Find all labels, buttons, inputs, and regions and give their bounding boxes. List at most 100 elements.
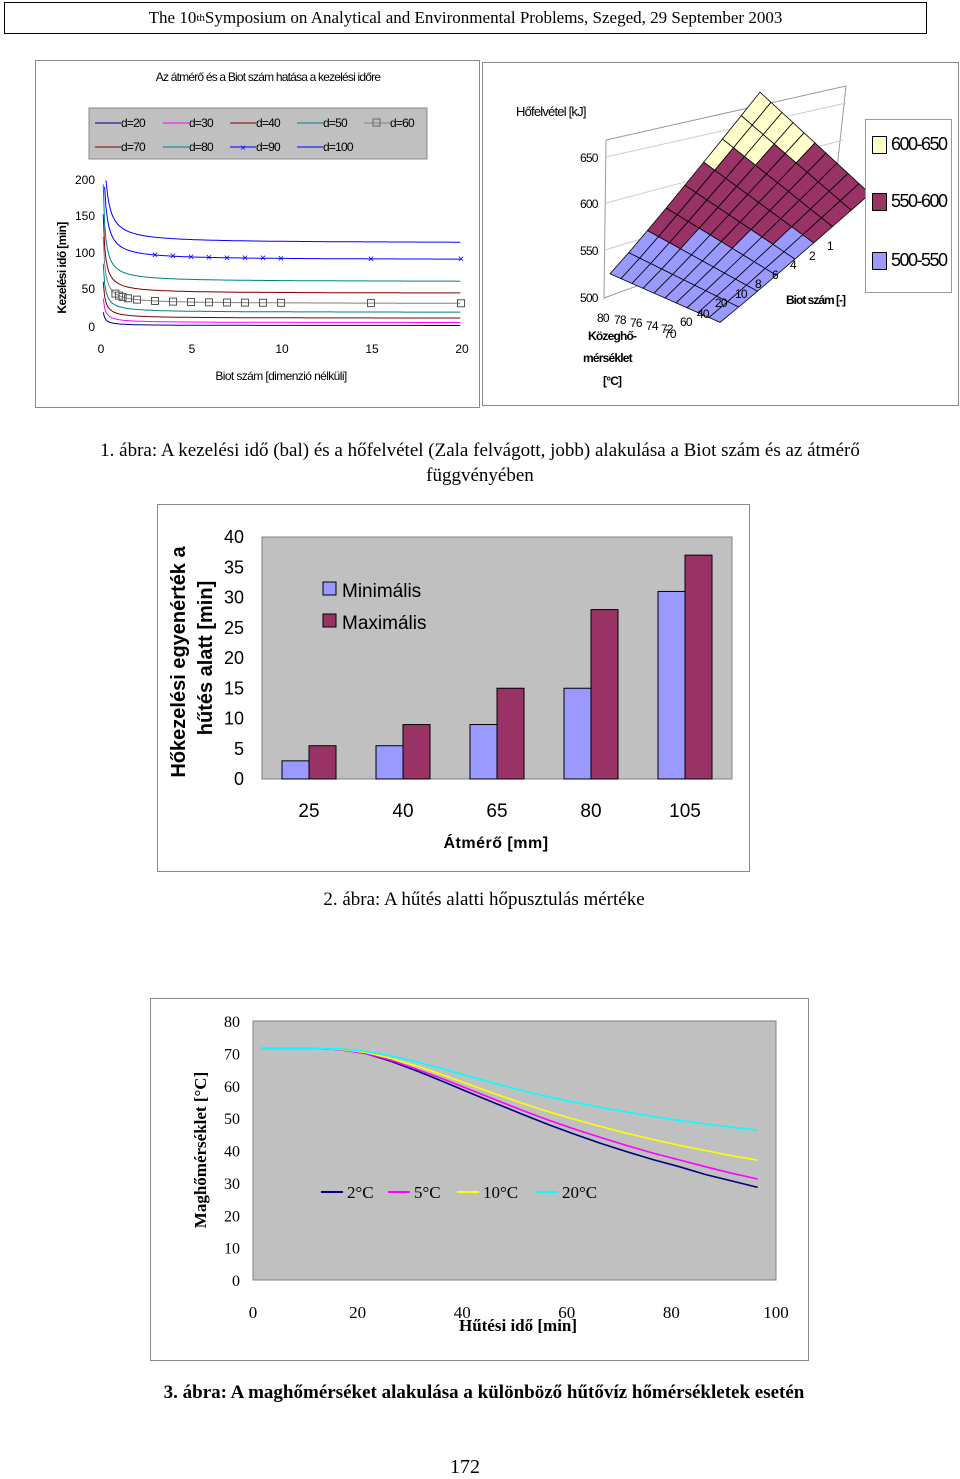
fig2-xtick: 80 xyxy=(580,801,601,822)
fig2-ytick: 30 xyxy=(224,588,244,608)
legend-label: d=40 xyxy=(256,116,281,130)
figure1-left-chart: Az átmérő és a Biot szám hatása a kezelé… xyxy=(55,70,469,383)
fig1-right-xticks: 10 8 6 4 2 1 xyxy=(735,239,835,301)
fig2-ytick: 35 xyxy=(224,557,244,577)
fig2-ytick: 0 xyxy=(234,769,244,789)
legend-marker: × xyxy=(240,143,246,154)
fig1-right-xtick: 4 xyxy=(790,258,797,272)
figure2-chart: 0 5 10 15 20 25 30 35 40 25 40 65 80 105 Átmérő [mm]… xyxy=(168,527,733,852)
curve-d-series xyxy=(102,184,461,282)
fig3-xtick: 100 xyxy=(763,1303,789,1322)
curve-marker-square xyxy=(124,294,132,303)
fig2-ytick: 5 xyxy=(234,739,244,759)
curve-marker-square xyxy=(457,299,465,308)
fig2-ytick: 20 xyxy=(224,648,244,668)
curve-d-series xyxy=(102,312,461,326)
fig2-xtick: 65 xyxy=(486,801,507,822)
figure3-caption-text: 3. ábra: A maghőmérséket alakulása a kül… xyxy=(163,1382,805,1403)
fig1-right-ztick: 600 xyxy=(580,197,599,211)
fig3-line xyxy=(260,1047,758,1131)
fig1-right-ztick: 500 xyxy=(580,291,599,305)
fig1-left-xtick: 20 xyxy=(455,342,469,356)
curve-marker-square xyxy=(118,292,127,301)
fig1-right-ytick: 72 xyxy=(661,322,674,336)
fig2-bar xyxy=(469,724,498,780)
fig1-right-zticks: 500 550 600 650 xyxy=(580,151,600,305)
fig1-right-ylabel: Közeghő- mérséklet [°C] xyxy=(583,329,638,388)
fig2-bar xyxy=(402,724,431,780)
fig1-right-legend: 600-650 550-600 500-550 xyxy=(865,119,952,293)
fig1-left-yticks: 0 50 100 150 200 xyxy=(75,173,95,334)
fig1-right-ztick: 650 xyxy=(580,151,599,165)
fig1-left-xtick: 10 xyxy=(275,342,289,356)
legend-swatch xyxy=(872,192,887,211)
fig3-xtick: 80 xyxy=(663,1303,680,1322)
fig1-left-xticks: 0 5 10 15 20 xyxy=(98,342,469,356)
curve-marker-square xyxy=(223,298,231,307)
fig3-legend-label: 2°C xyxy=(347,1183,374,1202)
fig1-right-ytick: 60 xyxy=(680,315,693,329)
figure1-caption: 1. ábra: A kezelési idő (bal) és a hőfel… xyxy=(0,438,960,488)
fig1-right-xlabel: Biot szám [-] xyxy=(786,293,846,307)
curve-marker-cross: × xyxy=(152,249,158,261)
fig1-right-zlabel: Hőfelvétel [kJ] xyxy=(516,104,586,119)
legend-item: 500-550 xyxy=(872,250,948,271)
curve-d-series xyxy=(102,298,461,323)
legend-label: d=30 xyxy=(189,116,214,130)
curve-marker-square xyxy=(133,295,141,304)
fig3-legend-label: 10°C xyxy=(483,1183,518,1202)
fig2-xtick: 25 xyxy=(298,801,319,822)
fig2-legend-swatch-min xyxy=(322,581,337,596)
legend-swatch xyxy=(872,135,887,154)
fig2-xtick: 105 xyxy=(669,801,701,822)
fig3-xlabel: Hűtési idő [min] xyxy=(459,1316,577,1335)
figure2-caption: 2. ábra: A hűtés alatti hőpusztulás mért… xyxy=(0,887,960,912)
legend-label: d=80 xyxy=(189,140,214,154)
fig1-left-xtick: 5 xyxy=(189,342,196,356)
fig1-left-ylabel: Kezelési idő [min] xyxy=(55,222,69,314)
fig1-right-xtick: 10 xyxy=(735,287,748,301)
figure3-caption: 3. ábra: A maghőmérséket alakulása a kül… xyxy=(0,1380,960,1405)
curve-d-series xyxy=(102,214,461,294)
fig1-left-legend-box xyxy=(88,107,428,160)
fig3-xtick: 40 xyxy=(454,1303,471,1322)
fig1-right-ytick: 20 xyxy=(715,296,728,310)
curve-marker-square xyxy=(169,297,177,306)
curve-marker-cross: × xyxy=(170,251,176,263)
curve-marker-square xyxy=(367,299,375,308)
figure2-caption-text: 2. ábra: A hűtés alatti hőpusztulás mért… xyxy=(323,889,645,910)
page-number: 172 xyxy=(450,1456,480,1478)
figure1-right-chart: Hőfelvétel [kJ] 500 550 600 650 80 78 76… xyxy=(516,85,871,388)
fig1-right-ylabel-line: mérséklet xyxy=(583,351,633,365)
fig1-left-xtick: 15 xyxy=(365,342,379,356)
fig1-right-ylabel-line: Közeghő- xyxy=(588,329,637,343)
legend-label: d=70 xyxy=(121,140,146,154)
curve-marker-cross: × xyxy=(278,253,284,265)
fig1-right-xtick: 8 xyxy=(755,277,762,291)
fig3-ytick: 40 xyxy=(224,1144,240,1161)
legend-label: 600-650 xyxy=(891,134,948,154)
figure1-caption-text: 1. ábra: A kezelési idő (bal) és a hőfel… xyxy=(100,440,860,486)
curve-marker-square xyxy=(151,296,159,305)
header-pre: The 10 xyxy=(148,8,197,27)
fig2-bar xyxy=(308,745,337,780)
fig1-left-title: Az átmérő és a Biot szám hatása a kezelé… xyxy=(156,70,382,84)
legend-label: d=100 xyxy=(323,140,354,154)
fig1-left-ytick: 150 xyxy=(75,209,95,223)
fig1-left-ytick: 200 xyxy=(75,173,95,187)
curve-marker-cross: × xyxy=(206,252,212,264)
curve-d-series xyxy=(105,180,461,243)
curve-marker-square xyxy=(277,298,285,307)
legend-label: d=50 xyxy=(323,116,348,130)
fig3-ytick: 60 xyxy=(224,1079,240,1096)
fig1-left-xtick: 0 xyxy=(98,342,105,356)
fig3-xtick: 60 xyxy=(558,1303,575,1322)
fig3-ytick: 30 xyxy=(224,1176,240,1193)
fig2-ylabel-line2: hűtés alatt [min] xyxy=(195,581,217,735)
fig1-right-ztick: 550 xyxy=(580,244,599,258)
curve-marker-cross: × xyxy=(188,251,194,263)
fig2-ytick: 15 xyxy=(224,678,244,698)
fig1-left-curves: × × × × × × × × × × xyxy=(102,180,465,326)
curve-marker-cross: × xyxy=(242,253,248,265)
